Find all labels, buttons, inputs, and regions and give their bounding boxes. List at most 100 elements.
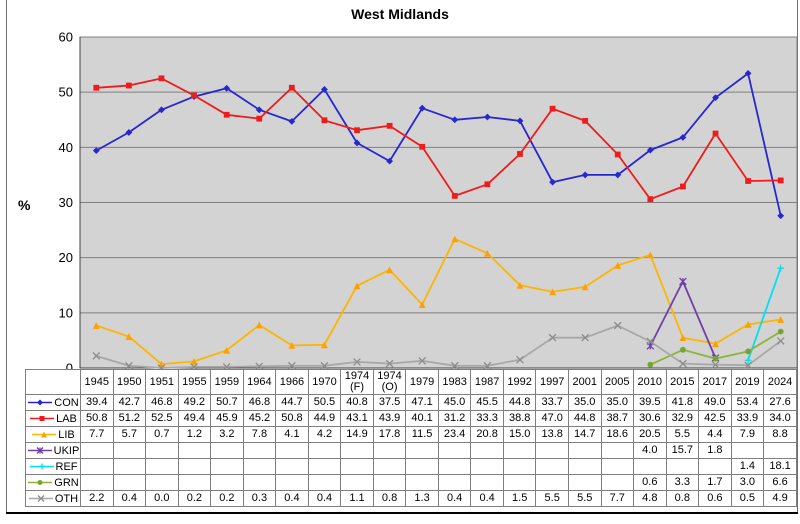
value-cell: 0.4	[275, 490, 309, 507]
value-cell	[80, 442, 114, 459]
value-cell	[177, 474, 212, 491]
value-cell	[535, 442, 569, 459]
value-cell: 0.5	[730, 490, 765, 507]
value-cell: 3.2	[210, 426, 244, 443]
value-cell: 0.4	[437, 490, 472, 507]
value-cell: 49.0	[698, 394, 732, 411]
value-cell	[145, 442, 179, 459]
value-cell: 1.5	[502, 490, 537, 507]
value-cell: 47.1	[405, 394, 439, 411]
value-cell: 4.1	[275, 426, 309, 443]
legend-GRN-marker-icon	[28, 480, 53, 485]
value-cell: 5.7	[112, 426, 147, 443]
corner-cell	[25, 369, 81, 395]
series-LAB-line	[96, 77, 781, 201]
legend-cell-GRN: GRN	[25, 474, 81, 491]
value-cell: 41.8	[665, 394, 700, 411]
value-cell	[470, 442, 504, 459]
value-cell	[567, 458, 602, 475]
value-cell	[698, 458, 732, 475]
year-header: 2015	[665, 369, 700, 395]
value-cell	[177, 442, 212, 459]
y-tick-label: 60	[59, 30, 73, 45]
value-cell: 47.0	[535, 410, 569, 427]
value-cell: 50.8	[80, 410, 114, 427]
value-cell: 4.8	[633, 490, 667, 507]
value-cell	[763, 442, 797, 459]
value-cell: 20.8	[470, 426, 504, 443]
year-header: 1950	[112, 369, 147, 395]
legend-label: LIB	[58, 428, 75, 441]
value-cell: 17.8	[372, 426, 407, 443]
value-cell: 0.4	[112, 490, 147, 507]
year-header: 1970	[307, 369, 342, 395]
value-cell: 4.0	[633, 442, 667, 459]
value-cell	[275, 458, 309, 475]
value-cell: 1.7	[698, 474, 732, 491]
value-cell	[600, 474, 635, 491]
value-cell	[535, 474, 569, 491]
chart-title: West Midlands	[351, 6, 449, 22]
value-cell: 45.5	[470, 394, 504, 411]
legend-LAB-marker-icon	[30, 416, 55, 421]
legend-label: LAB	[56, 412, 77, 425]
value-cell: 51.2	[112, 410, 147, 427]
value-cell: 4.2	[307, 426, 342, 443]
y-tick-label: 0	[66, 361, 73, 373]
value-cell: 27.6	[763, 394, 797, 411]
value-cell: 5.5	[535, 490, 569, 507]
value-cell: 42.7	[112, 394, 147, 411]
value-cell	[340, 442, 374, 459]
value-cell: 3.0	[730, 474, 765, 491]
value-cell: 0.6	[698, 490, 732, 507]
value-cell: 2.2	[80, 490, 114, 507]
value-cell	[242, 458, 277, 475]
value-cell: 23.4	[437, 426, 472, 443]
value-cell	[405, 442, 439, 459]
legend-cell-UKIP: UKIP	[25, 442, 81, 459]
series-REF-line	[747, 267, 782, 361]
value-cell: 4.4	[698, 426, 732, 443]
y-tick-label: 10	[59, 305, 73, 320]
year-header: 1974 (F)	[340, 369, 374, 395]
y-axis-title: %	[18, 197, 31, 213]
value-cell	[307, 458, 342, 475]
value-cell	[470, 474, 504, 491]
value-cell: 34.0	[763, 410, 797, 427]
year-header: 1979	[405, 369, 439, 395]
value-cell: 44.7	[275, 394, 309, 411]
y-tick-label: 40	[59, 140, 73, 155]
value-cell: 0.8	[665, 490, 700, 507]
value-cell	[242, 442, 277, 459]
year-header: 2010	[633, 369, 667, 395]
results-table: 1945 1950 1951 1955 1959 1964 1966 1970 1974 (F)…	[25, 369, 797, 507]
value-cell: 11.5	[405, 426, 439, 443]
legend-cell-LAB: LAB	[25, 410, 81, 427]
value-cell: 7.7	[600, 490, 635, 507]
value-cell: 33.7	[535, 394, 569, 411]
value-cell	[145, 474, 179, 491]
value-cell: 1.3	[405, 490, 439, 507]
value-cell	[633, 458, 667, 475]
legend-label: CON	[54, 396, 79, 409]
value-cell	[112, 442, 147, 459]
value-cell: 0.8	[372, 490, 407, 507]
legend-REF-marker-icon	[29, 463, 54, 470]
legend-OTH-marker-icon	[28, 495, 53, 502]
value-cell	[80, 458, 114, 475]
value-cell	[145, 458, 179, 475]
value-cell: 20.5	[633, 426, 667, 443]
value-cell: 0.4	[470, 490, 504, 507]
year-header: 1951	[145, 369, 179, 395]
legend-cell-CON: CON	[25, 394, 81, 411]
value-cell	[665, 458, 700, 475]
value-cell: 31.2	[437, 410, 472, 427]
value-cell: 52.5	[145, 410, 179, 427]
value-cell: 13.8	[535, 426, 569, 443]
value-cell: 49.4	[177, 410, 212, 427]
value-cell: 5.5	[567, 490, 602, 507]
value-cell	[275, 474, 309, 491]
legend-UKIP-marker-icon	[27, 447, 52, 454]
value-cell	[372, 458, 407, 475]
